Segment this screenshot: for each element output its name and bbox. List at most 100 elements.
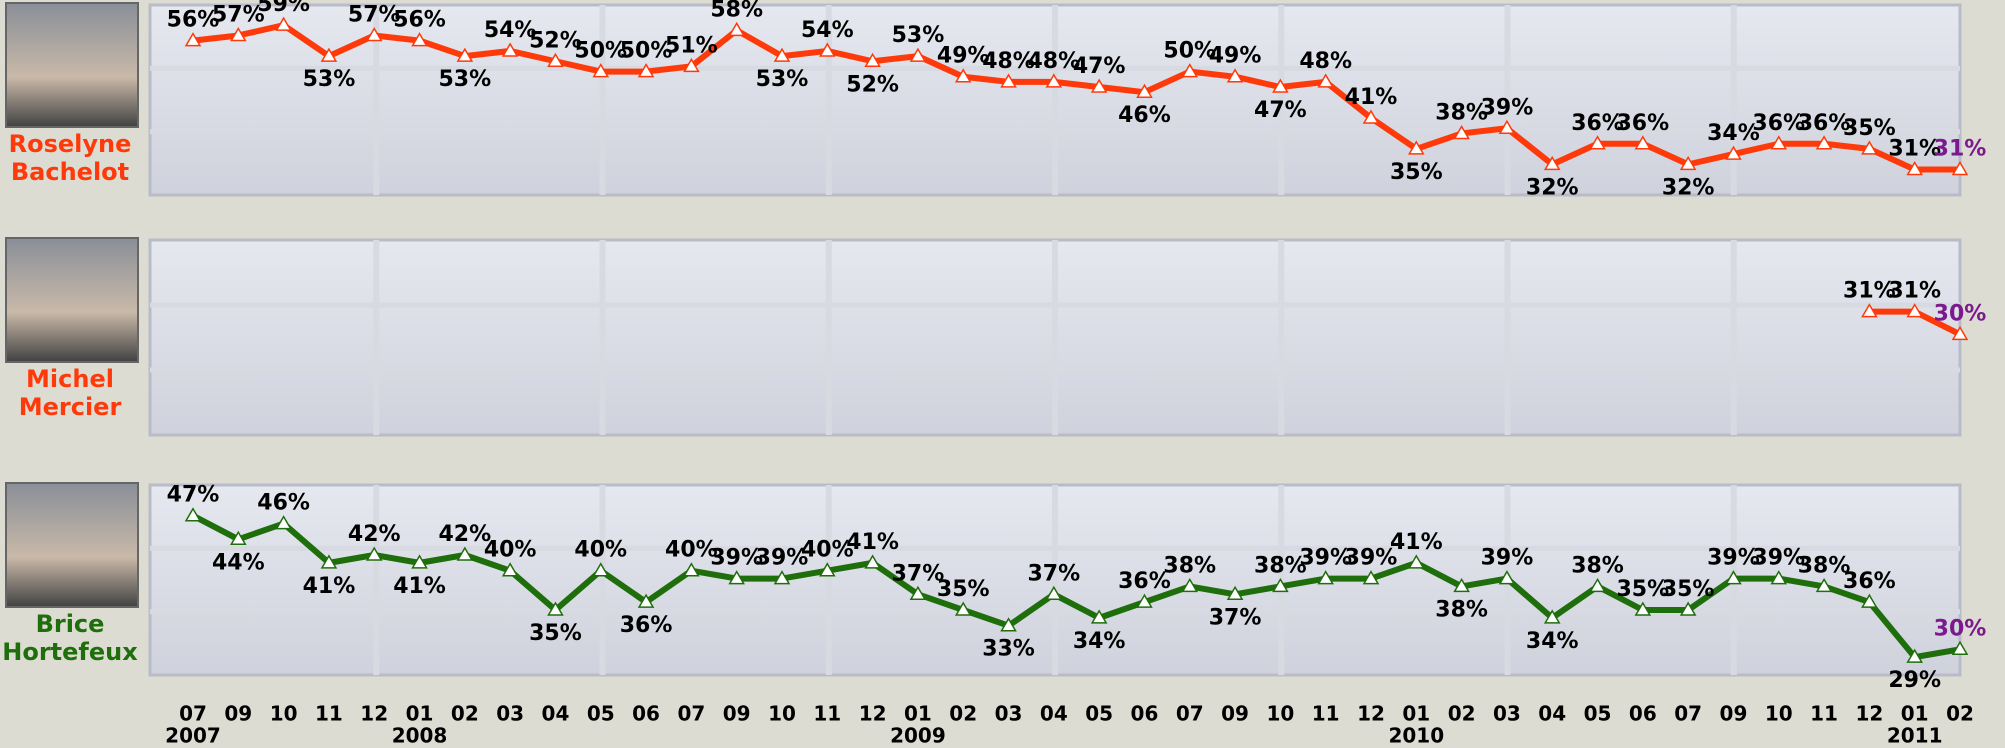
x-tick-label: 03 [995,702,1023,726]
point-marker [1589,135,1606,150]
data-label: 54% [484,18,537,43]
point-marker [275,515,292,530]
x-tick-label: 01 [1901,702,1929,726]
data-label: 31% [1934,137,1987,162]
data-label: 36% [1843,569,1896,594]
data-label: 41% [846,530,899,555]
data-label: 40% [665,538,718,563]
series-name: Michel Mercier [18,365,122,421]
point-marker [1498,119,1516,135]
point-marker [1951,640,1969,656]
point-marker [864,52,881,67]
point-marker [1362,109,1380,124]
point-marker [501,42,519,57]
point-marker [1453,577,1470,593]
point-marker [909,585,927,601]
data-label: 36% [1617,111,1670,136]
point-marker [864,554,881,569]
point-marker [1906,161,1923,176]
x-tick-label: 01 [904,702,932,726]
point-marker [1226,585,1244,601]
x-tick-label: 10 [768,702,796,726]
point-marker [1000,73,1017,88]
data-label: 34% [1707,121,1760,146]
year-label: 2007 [165,724,221,748]
x-tick-label: 02 [1448,702,1476,726]
point-marker [1861,593,1878,608]
point-marker [637,63,655,78]
data-label: 36% [1798,111,1851,136]
data-label: 39% [1299,546,1352,571]
x-tick-label: 05 [1584,702,1612,726]
data-label: 30% [1934,301,1987,326]
data-label: 49% [937,44,990,69]
point-marker [592,63,610,78]
point-marker [1045,73,1063,88]
data-label: 58% [710,0,763,22]
data-label: 38% [1571,553,1624,578]
point-marker [1634,135,1652,150]
data-label: 53% [303,67,356,92]
data-label: 39% [1752,546,1805,571]
data-label: 35% [1617,577,1670,602]
data-label: 48% [982,49,1035,74]
data-label: 49% [1209,44,1262,69]
x-tick-label: 11 [1312,702,1340,726]
point-marker [1951,325,1969,341]
x-tick-label: 12 [1855,702,1883,726]
x-tick-label: 12 [1357,702,1385,726]
point-marker [275,16,292,31]
data-label: 36% [1752,111,1805,136]
data-label: 33% [982,637,1035,662]
x-tick-label: 05 [1085,702,1113,726]
data-label: 34% [1526,629,1579,654]
point-marker [1679,155,1697,171]
x-tick-label: 04 [1538,702,1566,726]
x-tick-label: 01 [406,702,434,726]
data-label: 56% [393,8,446,33]
point-marker [411,32,428,47]
data-label: 36% [620,613,673,638]
point-marker [184,32,202,47]
x-tick-label: 09 [723,702,751,726]
data-label: 35% [937,577,990,602]
point-marker [1634,601,1652,616]
photo [5,2,139,128]
x-tick-label: 12 [360,702,388,726]
point-marker [728,570,745,585]
data-label: 53% [756,67,809,92]
data-label: 42% [439,522,492,547]
data-label: 39% [1707,546,1760,571]
data-label: 39% [1481,95,1534,120]
point-marker [773,570,791,585]
point-marker [819,562,836,577]
data-label: 57% [212,2,265,27]
point-marker [592,562,610,577]
x-tick-label: 06 [1131,702,1159,726]
x-tick-label: 04 [1040,702,1068,726]
point-marker [1000,617,1017,632]
point-marker [1543,155,1561,171]
data-label: 30% [1934,616,1987,641]
point-marker [819,42,836,57]
photo [5,237,139,363]
point-marker [230,26,247,42]
data-label: 35% [1662,577,1715,602]
x-tick-label: 07 [677,702,705,726]
point-marker [1317,73,1334,88]
point-marker [411,554,428,569]
series-line [192,22,1960,173]
point-marker [1272,78,1289,93]
point-marker [320,47,338,62]
point-marker [365,546,383,561]
data-label: 37% [1028,561,1081,586]
data-label: 42% [348,522,401,547]
data-label: 35% [529,621,582,646]
x-tick-label: 06 [1629,702,1657,726]
point-marker [547,52,564,67]
point-marker [954,68,972,83]
x-tick-label: 03 [1493,702,1521,726]
data-label: 31% [1888,137,1941,162]
data-label: 50% [1163,39,1216,64]
